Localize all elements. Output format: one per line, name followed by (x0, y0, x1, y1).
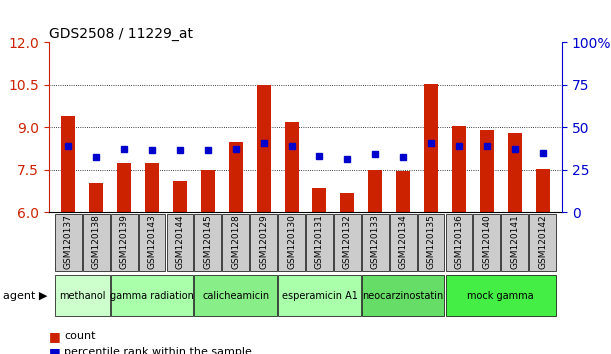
Bar (474, 213, 500, 272)
Bar (62, 116, 75, 212)
Bar (340, 193, 354, 212)
Bar (278, 275, 360, 316)
Bar (55, 213, 82, 272)
Bar (418, 213, 444, 272)
Text: GSM120131: GSM120131 (315, 214, 324, 269)
Text: ■: ■ (49, 330, 60, 343)
Text: methanol: methanol (59, 291, 106, 301)
Text: GSM120128: GSM120128 (232, 214, 240, 269)
Bar (362, 213, 389, 272)
Bar (117, 163, 131, 212)
Text: GSM120141: GSM120141 (510, 214, 519, 269)
Bar (139, 213, 166, 272)
Bar (257, 85, 271, 212)
Text: GSM120144: GSM120144 (175, 214, 185, 269)
Bar (306, 213, 333, 272)
Bar (529, 213, 556, 272)
Bar (111, 275, 193, 316)
Bar (89, 183, 103, 212)
Text: gamma radiation: gamma radiation (110, 291, 194, 301)
Bar (445, 213, 472, 272)
Text: GSM120140: GSM120140 (482, 214, 491, 269)
Bar (536, 169, 549, 212)
Text: GSM120138: GSM120138 (92, 214, 101, 269)
Bar (452, 126, 466, 212)
Bar (278, 213, 305, 272)
Bar (83, 213, 110, 272)
Text: GSM120129: GSM120129 (259, 214, 268, 269)
Bar (229, 142, 243, 212)
Text: GDS2508 / 11229_at: GDS2508 / 11229_at (49, 28, 193, 41)
Bar (424, 84, 438, 212)
Bar (368, 170, 382, 212)
Bar (194, 213, 221, 272)
Text: GSM120133: GSM120133 (371, 214, 379, 269)
Text: neocarzinostatin: neocarzinostatin (362, 291, 444, 301)
Text: mock gamma: mock gamma (467, 291, 534, 301)
Bar (334, 213, 360, 272)
Bar (173, 181, 187, 212)
Bar (445, 275, 556, 316)
Text: percentile rank within the sample: percentile rank within the sample (64, 347, 252, 354)
Text: agent ▶: agent ▶ (3, 291, 48, 301)
Bar (222, 213, 249, 272)
Text: ■: ■ (49, 346, 60, 354)
Text: count: count (64, 331, 96, 341)
Text: GSM120135: GSM120135 (426, 214, 436, 269)
Bar (396, 171, 410, 212)
Text: GSM120142: GSM120142 (538, 214, 547, 269)
Text: GSM120134: GSM120134 (398, 214, 408, 269)
Text: GSM120143: GSM120143 (148, 214, 156, 269)
Bar (501, 213, 528, 272)
Bar (251, 213, 277, 272)
Bar (312, 188, 326, 212)
Text: GSM120145: GSM120145 (203, 214, 213, 269)
Text: GSM120132: GSM120132 (343, 214, 352, 269)
Bar (390, 213, 417, 272)
Bar (362, 275, 444, 316)
Bar (194, 275, 277, 316)
Text: GSM120130: GSM120130 (287, 214, 296, 269)
Text: GSM120136: GSM120136 (455, 214, 463, 269)
Text: GSM120137: GSM120137 (64, 214, 73, 269)
Bar (285, 122, 299, 212)
Bar (167, 213, 193, 272)
Text: calicheamicin: calicheamicin (202, 291, 269, 301)
Bar (145, 163, 159, 212)
Bar (508, 133, 522, 212)
Text: GSM120139: GSM120139 (120, 214, 129, 269)
Bar (111, 213, 137, 272)
Bar (201, 170, 215, 212)
Bar (55, 275, 110, 316)
Bar (480, 130, 494, 212)
Text: esperamicin A1: esperamicin A1 (282, 291, 357, 301)
